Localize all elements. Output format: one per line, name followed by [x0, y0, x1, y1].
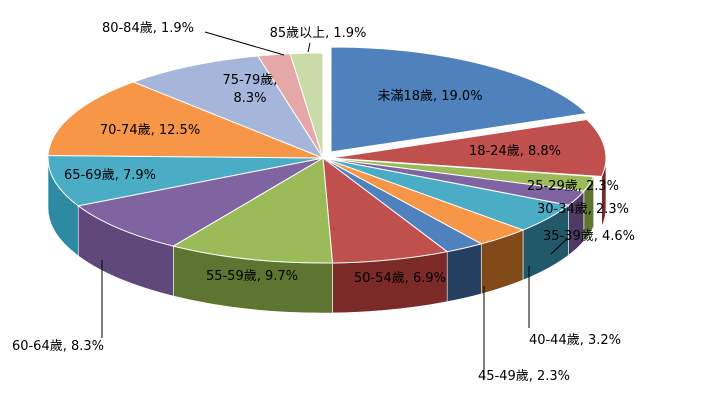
pie-slice: [172, 157, 334, 264]
data-label: 18-24歲, 8.8%: [469, 144, 561, 159]
data-label: 35-39歲, 4.6%: [543, 229, 635, 244]
pie-slice: [322, 156, 449, 264]
data-label: 85歲以上, 1.9%: [270, 26, 367, 41]
pie-slice: [330, 118, 607, 178]
data-label: 40-44歲, 3.2%: [529, 333, 621, 348]
pie-slice: [131, 55, 325, 160]
data-label: 30-34歲, 2.3%: [537, 202, 629, 217]
pie-slice: [47, 155, 324, 207]
data-label: 75-79歲, 8.3%: [223, 73, 278, 106]
leader-line: [550, 237, 569, 255]
pie-slice: [330, 46, 588, 153]
pie-slice: [47, 81, 324, 159]
pie-slice-side: [446, 243, 482, 303]
leader-lines: [101, 31, 569, 380]
data-label: 50-54歲, 6.9%: [354, 271, 446, 286]
data-label: 25-29歲, 2.3%: [527, 179, 619, 194]
leader-line: [307, 42, 311, 53]
pie-slice: [77, 157, 324, 247]
pie-top-layer: [47, 46, 607, 264]
pie-slice: [289, 52, 324, 159]
data-label: 45-49歲, 2.3%: [478, 369, 570, 384]
data-label: 60-64歲, 8.3%: [12, 339, 104, 354]
leader-line: [204, 31, 285, 56]
pie-depth-layer: [47, 157, 607, 314]
slice-labels: 未滿18歲, 19.0% 18-24歲, 8.8% 25-29歲, 2.3% 30-3…: [12, 21, 635, 384]
data-label: 80-84歲, 1.9%: [102, 21, 194, 36]
data-label: 65-69歲, 7.9%: [64, 168, 156, 183]
data-label: 55-59歲, 9.7%: [206, 269, 298, 284]
data-label: 未滿18歲, 19.0%: [377, 88, 482, 104]
data-label: 70-74歲, 12.5%: [100, 123, 200, 138]
